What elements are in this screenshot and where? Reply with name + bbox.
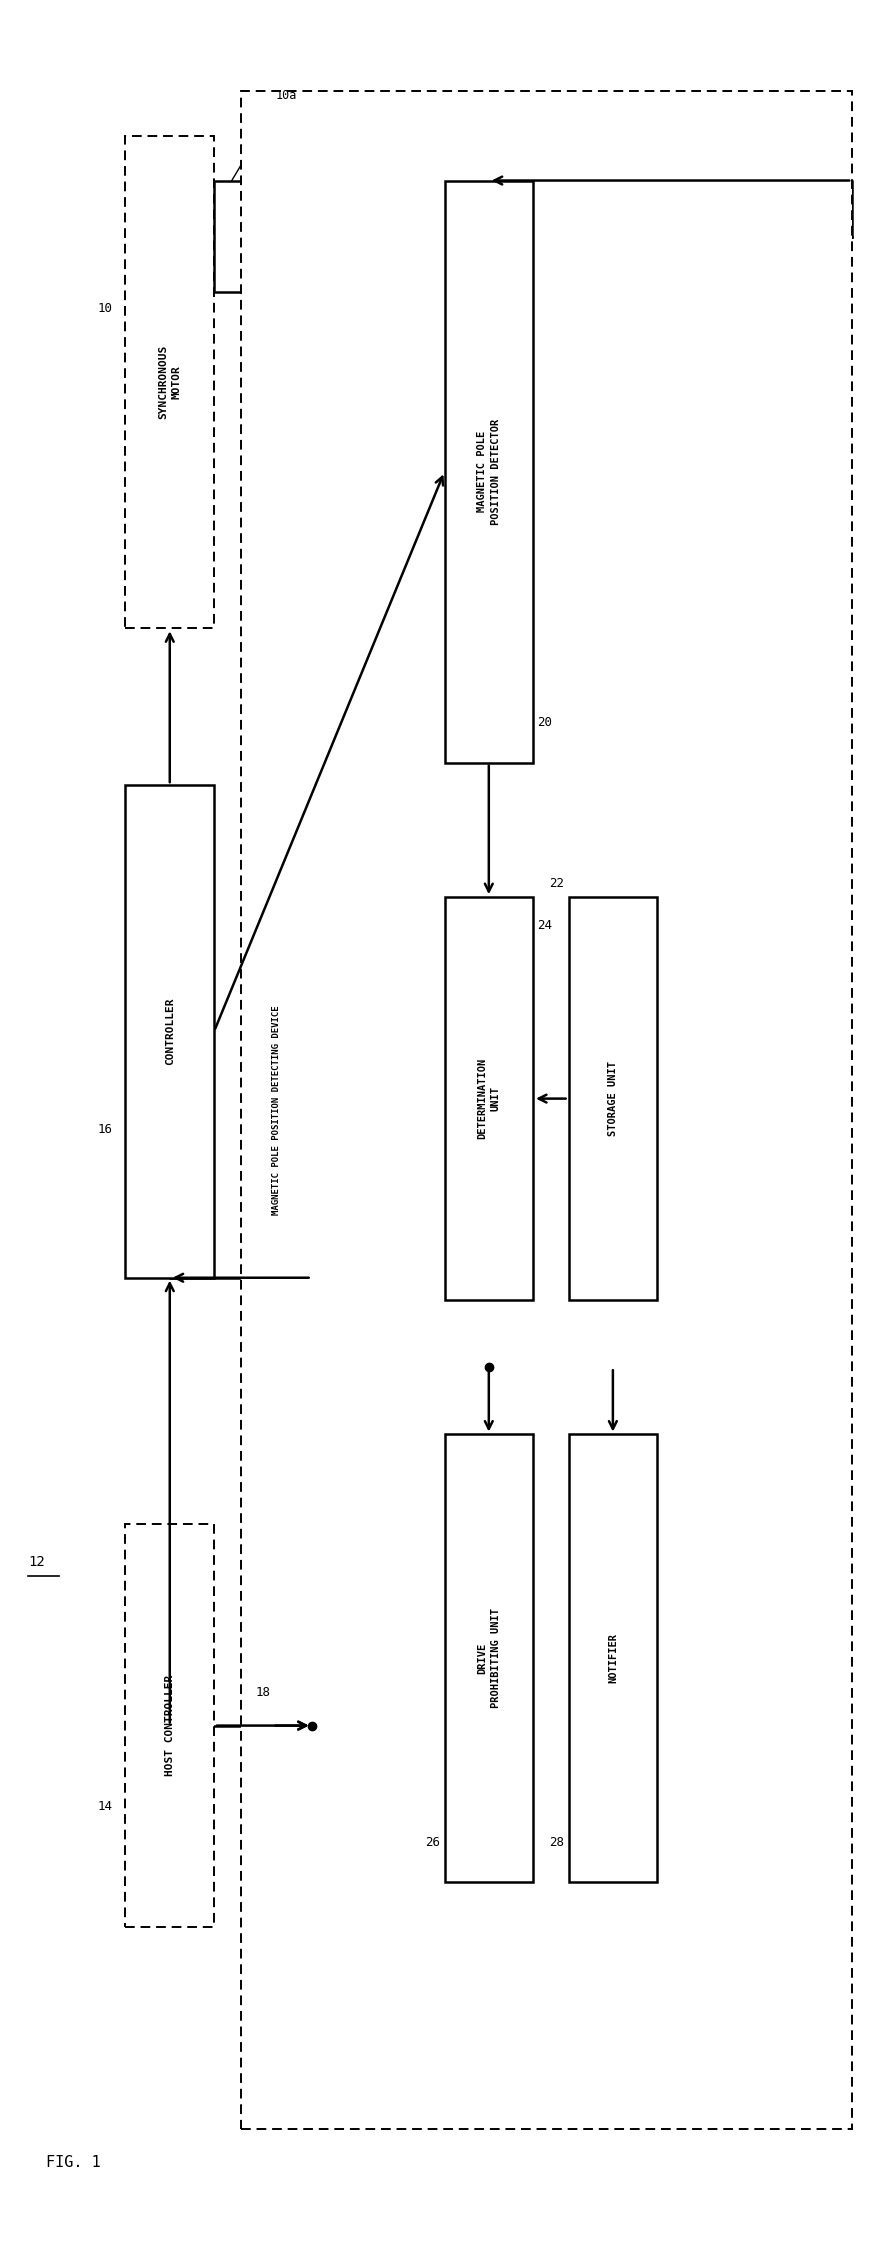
Text: MAGNETIC POLE
POSITION DETECTOR: MAGNETIC POLE POSITION DETECTOR — [477, 419, 501, 525]
Text: 18: 18 — [255, 1686, 270, 1699]
Text: 28: 28 — [549, 1836, 565, 1850]
Bar — [125, 785, 214, 1278]
Text: 12: 12 — [28, 1556, 44, 1569]
Bar — [569, 897, 657, 1300]
Text: 22: 22 — [549, 877, 565, 890]
Bar — [241, 92, 853, 2128]
Bar — [569, 1435, 657, 1883]
Bar — [125, 137, 214, 628]
Bar — [444, 1435, 533, 1883]
Bar — [125, 1525, 214, 1928]
Text: 10a: 10a — [276, 90, 298, 103]
Text: 24: 24 — [538, 919, 553, 933]
Text: 14: 14 — [97, 1800, 112, 1814]
Text: 16: 16 — [97, 1123, 112, 1137]
Text: SYNCHRONOUS
MOTOR: SYNCHRONOUS MOTOR — [157, 345, 181, 419]
Text: HOST CONTROLLER: HOST CONTROLLER — [164, 1675, 175, 1776]
Text: 20: 20 — [538, 715, 553, 729]
Text: FIG. 1: FIG. 1 — [45, 2155, 100, 2170]
Text: NOTIFIER: NOTIFIER — [608, 1634, 618, 1684]
Text: DRIVE
PROHIBITING UNIT: DRIVE PROHIBITING UNIT — [477, 1608, 501, 1708]
Text: CONTROLLER: CONTROLLER — [164, 998, 175, 1065]
Bar — [444, 182, 533, 762]
Text: STORAGE UNIT: STORAGE UNIT — [608, 1060, 618, 1137]
Bar — [444, 897, 533, 1300]
Text: DETERMINATION
UNIT: DETERMINATION UNIT — [477, 1058, 501, 1139]
Text: 26: 26 — [425, 1836, 440, 1850]
Bar — [214, 182, 250, 291]
Text: 10: 10 — [97, 303, 112, 314]
Text: MAGNETIC POLE POSITION DETECTING DEVICE: MAGNETIC POLE POSITION DETECTING DEVICE — [272, 1004, 281, 1215]
